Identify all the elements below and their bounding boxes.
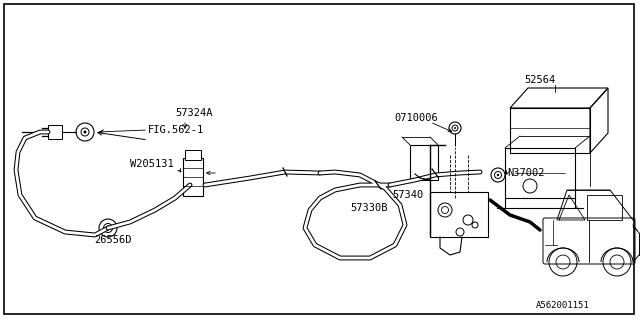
- Text: W205131: W205131: [130, 159, 173, 169]
- Text: A562001151: A562001151: [536, 300, 589, 309]
- Bar: [410, 145, 438, 180]
- Bar: [185, 150, 201, 160]
- Circle shape: [106, 227, 109, 229]
- Text: FIG.562-1: FIG.562-1: [148, 125, 204, 135]
- Bar: [430, 192, 488, 237]
- Text: 0710006: 0710006: [394, 113, 438, 123]
- Text: 57330B: 57330B: [350, 203, 387, 213]
- Circle shape: [497, 174, 499, 176]
- Text: 57324A: 57324A: [175, 108, 212, 118]
- Text: 57340: 57340: [392, 190, 423, 200]
- Text: 26556D: 26556D: [94, 235, 131, 245]
- Bar: [510, 108, 590, 153]
- Circle shape: [83, 131, 86, 133]
- Text: N37002: N37002: [507, 168, 545, 178]
- Circle shape: [454, 127, 456, 129]
- Bar: [587, 195, 622, 220]
- Bar: [48, 125, 62, 139]
- Text: 52564: 52564: [524, 75, 556, 85]
- Bar: [183, 158, 203, 196]
- Bar: [505, 148, 575, 198]
